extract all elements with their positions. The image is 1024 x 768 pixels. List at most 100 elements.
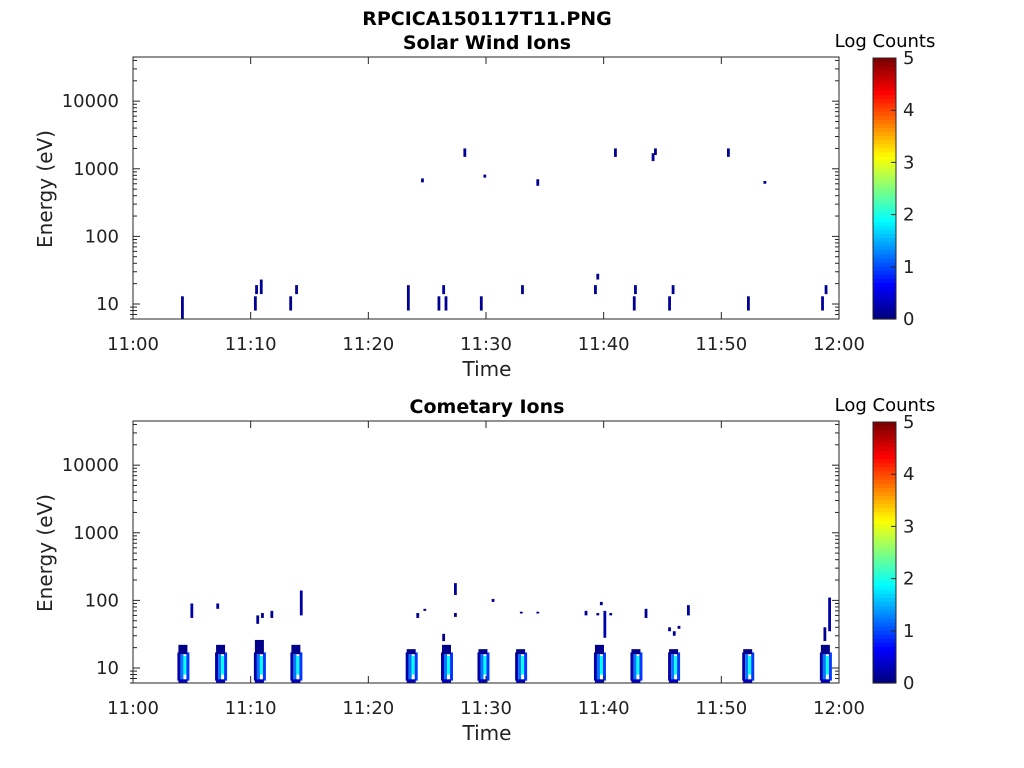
cometary-cell [668, 627, 671, 632]
colorbar-bottom-swatch [873, 560, 896, 566]
colorbar-bottom-swatch [873, 634, 896, 639]
cometary-burst-cell [253, 652, 257, 681]
cometary-burst-cell [299, 652, 303, 681]
colorbar-top-swatch [873, 86, 896, 92]
colorbar-top-swatch [873, 115, 896, 120]
solar-wind-cell [479, 296, 483, 311]
colorbar-top-tick-label: 2 [903, 205, 914, 226]
colorbar-bottom-swatch [873, 568, 896, 574]
cometary-burst [515, 649, 528, 683]
colorbar-bottom-swatch [873, 519, 896, 525]
colorbar-top-tick-label: 0 [903, 309, 914, 330]
solar-wind-xtick-label: 11:40 [578, 334, 630, 355]
cometary-xtick-label: 11:10 [225, 698, 277, 719]
cometary-burst-cell [178, 644, 188, 655]
colorbar-top-swatch [873, 229, 896, 234]
colorbar-bottom-swatch [873, 629, 896, 635]
colorbar-top-swatch [873, 302, 896, 308]
cometary-burst-cell [636, 656, 640, 675]
colorbar-bottom-swatch [873, 491, 896, 497]
colorbar-bottom-swatch [873, 442, 896, 448]
colorbar-top-swatch [873, 111, 896, 116]
cometary-burst-cell [674, 656, 678, 675]
colorbar-top-swatch [873, 94, 896, 100]
cometary-burst-cell [406, 679, 416, 683]
solar-wind-cell [821, 296, 824, 311]
colorbar-bottom-tick-label: 0 [903, 673, 914, 694]
cometary-burst-cell [486, 652, 490, 681]
colorbar-top-swatch [873, 90, 896, 96]
colorbar-top-swatch [873, 274, 896, 279]
colorbar-bottom-swatch [873, 511, 896, 517]
solar-wind-xtick-label: 11:20 [342, 334, 394, 355]
colorbar-bottom-swatch [873, 556, 896, 562]
colorbar-bottom-label: Log Counts [835, 395, 936, 416]
colorbar-top-swatch [873, 168, 896, 173]
solar-wind-cell [824, 285, 828, 295]
solar-wind-cell [483, 174, 487, 178]
cometary-burst-cell [446, 656, 450, 675]
colorbar-bottom-swatch [873, 621, 896, 627]
cometary-burst-cell [186, 652, 190, 681]
colorbar-bottom-swatch [873, 548, 896, 554]
colorbar-bottom-swatch [873, 528, 896, 533]
cometary-burst [593, 644, 606, 683]
colorbar-bottom-swatch [873, 650, 896, 656]
solar-wind-ytick-label: 10 [96, 294, 119, 315]
cometary-plot-area: 10 100 1000 10000 11:00 11:10 11:20 11:30 11:40 1… [62, 420, 865, 719]
colorbar-bottom-swatch [873, 446, 896, 452]
colorbar-bottom-tick-label: 4 [903, 464, 914, 485]
colorbar-bottom-swatch [873, 475, 896, 480]
colorbar-top-swatch [873, 70, 896, 75]
colorbar-top-swatch [873, 78, 896, 84]
colorbar-top-swatch [873, 135, 896, 141]
cometary-ytick-label: 10 [96, 658, 119, 679]
cometary-cell [519, 611, 523, 614]
solar-wind-xtick-label: 11:50 [695, 334, 747, 355]
colorbar-top-swatch [873, 294, 896, 300]
colorbar-top-swatch [873, 176, 896, 181]
cometary-burst-cell [822, 654, 826, 683]
colorbar-top-label: Log Counts [835, 31, 936, 52]
solar-wind-xlabel: Time [462, 357, 512, 381]
colorbar-bottom-swatch [873, 454, 896, 460]
colorbar-top-swatch [873, 82, 896, 88]
cometary-burst-cell [411, 656, 415, 675]
cometary-xtick-label: 11:00 [107, 698, 159, 719]
cometary-burst-cell [630, 652, 634, 681]
cometary-burst-cell [441, 679, 451, 683]
solar-wind-panel: Solar Wind Ions 10 100 1000 10000 11:00 11:10… [33, 32, 865, 381]
solar-wind-cell [289, 296, 293, 311]
colorbar-bottom-swatch [873, 654, 896, 660]
cometary-burst [477, 649, 490, 683]
cometary-cell [609, 613, 613, 616]
colorbar-top-swatch [873, 188, 896, 194]
colorbar-bottom-swatch [873, 438, 896, 443]
cometary-burst-cell [224, 652, 228, 681]
colorbar-bottom-swatch [873, 589, 896, 594]
solar-wind-cell [763, 180, 767, 184]
colorbar-bottom-swatch [873, 646, 896, 651]
solar-wind-cell [444, 296, 448, 311]
cometary-cell [261, 613, 264, 618]
cometary-burst-cell [631, 679, 641, 683]
cometary-burst-cell [748, 656, 752, 675]
cometary-burst-cell [183, 656, 187, 675]
cometary-burst-cell [259, 656, 263, 675]
colorbar-bottom-swatch [873, 434, 896, 439]
colorbar-top-swatch [873, 253, 896, 259]
cometary-burst-cell [216, 644, 226, 655]
colorbar-top-swatch [873, 200, 896, 206]
colorbar-top-frame [872, 57, 897, 320]
colorbar-top-swatch [873, 270, 896, 275]
cometary-burst-cell [477, 652, 481, 681]
cometary-burst-cell [639, 652, 643, 681]
cometary-burst-cell [669, 649, 679, 655]
cometary-burst-cell [291, 644, 301, 655]
colorbar-top-swatch [873, 233, 896, 239]
solar-wind-cell [253, 296, 257, 311]
cometary-burst-cell [177, 652, 181, 681]
cometary-ytick-label: 100 [85, 590, 119, 611]
cometary-burst-cell [254, 639, 264, 655]
cometary-cell [270, 610, 274, 618]
